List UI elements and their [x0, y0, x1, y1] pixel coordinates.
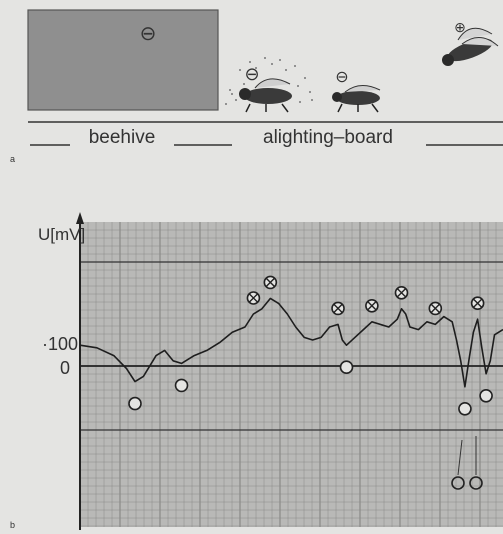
y-axis-arrow — [76, 212, 84, 224]
voltage-line — [79, 297, 503, 388]
negative-marker — [479, 388, 493, 403]
positive-marker — [263, 275, 278, 290]
hive-charge-sign: ⊖ — [140, 23, 157, 45]
ground-line — [28, 121, 503, 146]
alighting-board-label: alighting–board — [263, 127, 393, 148]
positive-marker — [428, 301, 443, 316]
beehive-box — [27, 9, 219, 111]
panel-b: U[mV] ·100 0 b — [10, 212, 503, 530]
bee-on-board-icon — [239, 78, 292, 113]
negative-marker — [128, 396, 142, 411]
negative-marker — [174, 378, 189, 393]
negative-marker — [458, 401, 472, 416]
positive-marker — [365, 298, 379, 313]
positive-marker — [331, 301, 345, 316]
extra-negative-markers — [451, 436, 483, 490]
negative-marker — [451, 476, 465, 490]
positive-marker — [394, 285, 409, 300]
y-axis-label: U[mV] — [38, 225, 85, 244]
y-tick-100: ·100 — [42, 334, 78, 354]
y-tick-0: 0 — [60, 358, 70, 378]
bee-walking-icon — [332, 85, 381, 113]
bee-walking-charge: ⊖ — [335, 69, 348, 86]
panel-a-letter: a — [10, 154, 15, 164]
charge-markers — [128, 275, 493, 416]
negative-marker — [469, 476, 483, 490]
bee-flying-icon — [442, 27, 499, 66]
positive-marker — [470, 296, 485, 311]
panel-b-letter: b — [10, 520, 15, 530]
positive-marker — [246, 291, 261, 305]
bee-flying-charge: ⊕ — [454, 19, 466, 35]
voltage-trace — [79, 297, 503, 388]
grid — [79, 222, 503, 527]
beehive-label: beehive — [89, 127, 156, 148]
bee-on-board-charge: ⊖ — [244, 64, 259, 84]
negative-marker — [339, 360, 354, 375]
chart-background — [80, 222, 503, 527]
charge-cloud — [225, 57, 313, 105]
panel-a: ⊖ ⊖ ⊖ — [10, 9, 503, 164]
